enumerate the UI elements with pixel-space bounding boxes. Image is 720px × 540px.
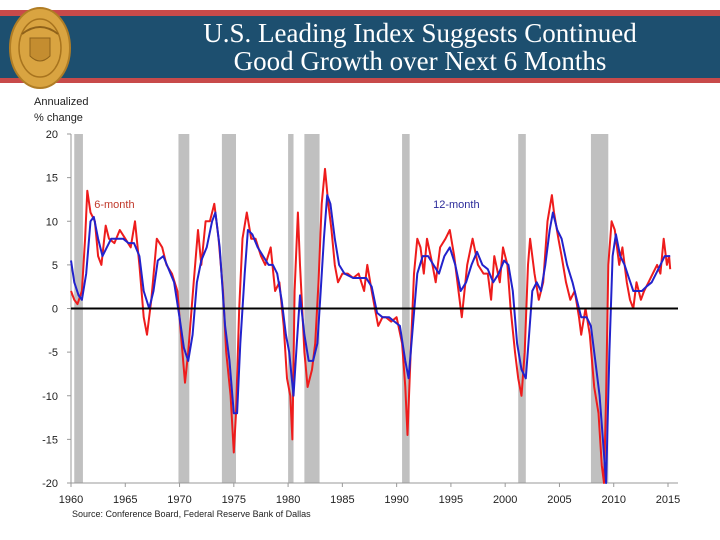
header-stripe-top [0,10,720,16]
x-tick-label: 2005 [547,494,571,506]
x-tick-label: 2010 [601,494,625,506]
y-tick-label: 0 [52,304,58,316]
x-tick-label: 1975 [222,494,246,506]
y-tick-label: 20 [46,129,58,141]
fed-seal-logo [9,7,71,89]
y-tick-label: -20 [42,478,58,490]
y-tick-label: 15 [46,173,58,185]
source-note: Source: Conference Board, Federal Reserv… [72,509,311,519]
y-tick-label: -5 [48,347,58,359]
x-tick-label: 1960 [59,494,83,506]
series-line-6-month [70,167,672,484]
x-tick-label: 1980 [276,494,300,506]
y-tick-label: -10 [42,391,58,403]
slide-title: U.S. Leading Index Suggests Continued Go… [120,16,720,78]
title-line-1: U.S. Leading Index Suggests Continued [203,18,637,48]
series-label-6-month: 6-month [94,199,134,211]
x-tick-label: 1970 [167,494,191,506]
x-tick-label: 1995 [439,494,463,506]
series-line-12-month [70,194,671,484]
x-tick-label: 1985 [330,494,354,506]
header-stripe-bottom [0,78,720,83]
title-line-2: Good Growth over Next 6 Months [233,46,607,76]
header-band [0,16,720,78]
series-label-12-month: 12-month [433,199,479,211]
x-tick-label: 1965 [113,494,137,506]
y-tick-label: -15 [42,434,58,446]
x-tick-label: 2015 [656,494,680,506]
y-axis-label: Annualized % change [34,96,89,124]
y-tick-label: 10 [46,216,58,228]
y-tick-label: 5 [52,260,58,272]
x-tick-label: 2000 [493,494,517,506]
x-tick-label: 1990 [384,494,408,506]
